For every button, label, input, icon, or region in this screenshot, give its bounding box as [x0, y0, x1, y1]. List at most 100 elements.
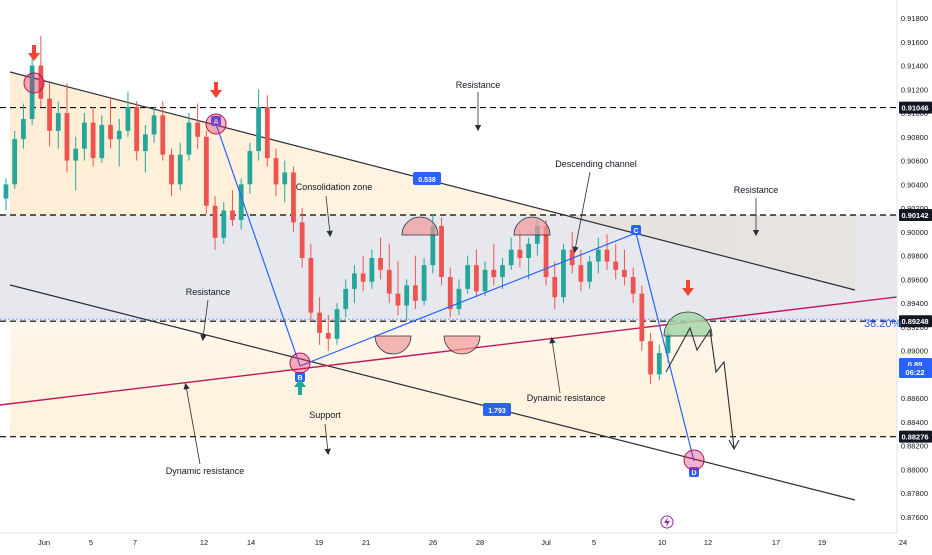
point-bg: [295, 372, 305, 382]
candle-body: [134, 107, 140, 152]
annotation: Resistance: [456, 80, 500, 132]
key-levels: [0, 106, 897, 438]
candle-body: [578, 265, 584, 282]
price-tag-text: 0.89: [908, 360, 923, 369]
time-tick-label: 10: [658, 538, 666, 547]
price-tick-label: 0.91400: [901, 62, 928, 71]
candle-body: [169, 154, 174, 185]
price-tick-label: 0.87800: [901, 489, 928, 498]
candle-body: [195, 122, 201, 137]
annotation-text: Descending channel: [555, 159, 637, 169]
candle-body: [247, 151, 253, 185]
price-tag-text: 0.90142: [901, 211, 928, 220]
time-tick-label: 14: [247, 538, 255, 547]
candle-body: [186, 122, 192, 155]
candle-body: [630, 277, 636, 294]
price-tag-text: 0.91046: [901, 104, 928, 113]
candle-body: [47, 98, 52, 131]
candle-body: [517, 249, 523, 258]
time-tick-label: Jul: [541, 538, 551, 547]
dynamic-resistance-line: [0, 296, 898, 406]
time-tick-label: 5: [592, 538, 596, 547]
candle-body: [64, 113, 70, 161]
candle-body: [264, 107, 270, 159]
candle-body: [378, 257, 383, 270]
green-up-arrow: [294, 379, 306, 395]
annotation-text: Consolidation zone: [296, 182, 373, 192]
candle-body: [360, 273, 366, 282]
time-tick-label: 12: [200, 538, 208, 547]
price-tick-label: 0.91600: [901, 38, 928, 47]
lightning-icon[interactable]: [660, 515, 674, 529]
candle-body: [430, 225, 436, 266]
annotation-text: Resistance: [186, 287, 231, 297]
price-tick-label: 0.91200: [901, 85, 928, 94]
candle-body: [12, 139, 18, 185]
annotation: Resistance: [734, 185, 778, 237]
price-tick-label: 0.90600: [901, 157, 928, 166]
candle-body: [212, 205, 218, 238]
candle-body: [352, 273, 357, 289]
price-tick-label: 0.88000: [901, 465, 928, 474]
candle-body: [317, 312, 322, 333]
time-tick-label: 24: [899, 538, 907, 547]
candle-body: [648, 341, 653, 375]
candle-body: [230, 210, 235, 220]
harmonic-path: [215, 123, 695, 462]
pattern-arc: [374, 335, 412, 355]
candle-body: [299, 222, 305, 258]
candle-body: [456, 288, 462, 310]
candle-body: [639, 293, 645, 342]
price-tag: 0.90142: [899, 208, 932, 221]
candle-body: [491, 269, 497, 278]
badge-text: 0.538: [418, 177, 436, 184]
arrow-head: [28, 53, 40, 61]
price-tick-label: 0.89800: [901, 252, 928, 261]
candle-body: [473, 265, 479, 292]
candle-body: [238, 184, 244, 220]
price-axis[interactable]: 0.918000.916000.914000.912000.910000.908…: [896, 0, 932, 550]
red-down-arrow: [682, 280, 694, 296]
pattern-arc: [443, 335, 481, 355]
price-tick-label: 0.88600: [901, 394, 928, 403]
point-marker: B: [295, 372, 305, 382]
projection-path: [665, 326, 735, 449]
candle-body: [256, 107, 262, 152]
annotations: 0.538 1.793 Resistance Descending channel Re…: [166, 80, 779, 476]
candle-body: [203, 136, 209, 206]
candle-body: [343, 288, 349, 310]
candle-body: [665, 332, 671, 354]
highlight-circle: [205, 113, 227, 135]
candle-body: [421, 265, 427, 301]
annotation: Consolidation zone: [296, 182, 373, 238]
annotation-leader: [572, 171, 591, 254]
badge-text: 1.793: [488, 408, 506, 415]
price-tick-label: 0.89000: [901, 347, 928, 356]
price-tag-text: 06:22: [905, 368, 924, 377]
candle-body: [221, 210, 227, 238]
highlight-circle: [683, 449, 705, 471]
candle-body: [561, 249, 566, 298]
channel-label-badge: 0.538: [413, 172, 441, 185]
point-text: A: [213, 119, 218, 126]
candle-body: [622, 269, 627, 278]
candle-body: [73, 148, 79, 161]
price-tick-label: 0.90000: [901, 228, 928, 237]
annotation-leader: [200, 299, 209, 342]
candle-body: [325, 332, 331, 339]
candle-body: [21, 118, 26, 140]
price-tag-text: 0.89248: [901, 317, 928, 326]
price-tag-bg: [899, 315, 932, 328]
candle-body: [308, 257, 314, 313]
price-tag-bg: [899, 101, 932, 114]
time-axis[interactable]: Jun 5 7 12 14 19 21 26 28 Jul 5 10 12 17 19 24: [0, 532, 932, 550]
red-down-arrow: [28, 45, 40, 61]
projection-arrowhead: [728, 439, 740, 451]
candle-body: [177, 154, 183, 185]
candle-body: [439, 225, 444, 278]
price-tag: 0.88276: [899, 430, 932, 443]
arrow-stem: [214, 82, 218, 91]
price-tick-label: 0.90800: [901, 133, 928, 142]
